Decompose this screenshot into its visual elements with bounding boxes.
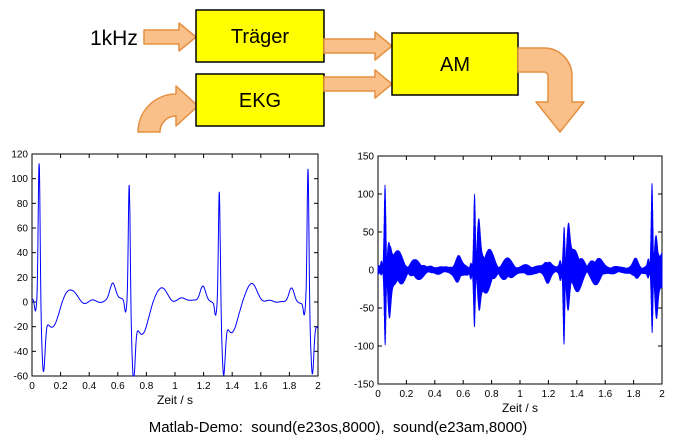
x-tick-label: 1.4 bbox=[570, 389, 584, 400]
y-tick-label: 150 bbox=[357, 152, 374, 163]
y-tick-label: 80 bbox=[17, 199, 29, 210]
arrow-ekg-to-am-icon bbox=[323, 69, 393, 99]
x-tick-label: 2 bbox=[315, 381, 321, 392]
am-chart: 0 0.2 0.4 0.6 0.8 1 1.2 1.4 1.6 1.8 2 -150 -100 -50 0 5… bbox=[354, 152, 665, 416]
plot-area bbox=[31, 153, 319, 377]
y-tick-label: 50 bbox=[363, 228, 375, 239]
x-tick-label: 0 bbox=[29, 381, 35, 392]
ekg-box bbox=[195, 73, 325, 127]
x-tick-label: 0.2 bbox=[54, 381, 68, 392]
x-tick-label: 0.2 bbox=[399, 389, 413, 400]
block-traeger: Träger bbox=[195, 9, 325, 63]
matlab-demo-caption: Matlab-Demo: sound(e23os,8000), sound(e2… bbox=[148, 419, 528, 436]
y-tick-label: 60 bbox=[17, 224, 29, 235]
signal-trace bbox=[31, 163, 319, 377]
y-tick-label: -40 bbox=[14, 347, 29, 358]
traeger-box-label: Träger bbox=[231, 26, 290, 48]
arrow-traeger-to-am-icon bbox=[323, 31, 393, 61]
x-tick-label: 1.2 bbox=[541, 389, 555, 400]
y-tick-label: 0 bbox=[368, 266, 374, 277]
am-box-label: AM bbox=[440, 54, 470, 76]
x-tick-label: 1.4 bbox=[225, 381, 239, 392]
y-tick-label: 0 bbox=[22, 298, 28, 309]
x-tick-label: 1.8 bbox=[282, 381, 296, 392]
arrow-input-to-ekg-icon bbox=[137, 85, 199, 133]
arrow-1khz-to-traeger-icon bbox=[143, 22, 197, 52]
ekg-chart: 0 0.2 0.4 0.6 0.8 1 1.2 1.4 1.6 1.8 2 -60 -40 -20 0 20 4… bbox=[11, 150, 321, 408]
y-tick-label: -50 bbox=[360, 304, 375, 315]
signal-flow-diagram: 1kHz Träger EKG AM bbox=[90, 9, 585, 133]
y-tick-label: 20 bbox=[17, 273, 29, 284]
traeger-box bbox=[195, 9, 325, 63]
x-tick-label: 1.6 bbox=[598, 389, 612, 400]
x-tick-label: 0.4 bbox=[82, 381, 96, 392]
arrow-am-output-icon bbox=[517, 47, 585, 133]
x-tick-label: 0.6 bbox=[111, 381, 125, 392]
carrier-frequency-label: 1kHz bbox=[90, 27, 138, 50]
block-am: AM bbox=[391, 32, 519, 96]
x-axis-label: Zeit / s bbox=[502, 401, 538, 415]
y-tick-label: -100 bbox=[354, 342, 374, 353]
x-tick-label: 2 bbox=[659, 389, 665, 400]
ekg-box-label: EKG bbox=[239, 90, 281, 112]
x-tick-label: 1.6 bbox=[254, 381, 268, 392]
x-tick-label: 1 bbox=[172, 381, 178, 392]
x-tick-label: 0.8 bbox=[485, 389, 499, 400]
x-tick-label: 1 bbox=[517, 389, 523, 400]
y-tick-label: 120 bbox=[11, 150, 28, 161]
y-tick-label: 100 bbox=[357, 190, 374, 201]
y-tick-label: 100 bbox=[11, 174, 28, 185]
x-tick-label: 0.4 bbox=[428, 389, 442, 400]
am-box bbox=[391, 32, 519, 96]
y-tick-label: -60 bbox=[14, 372, 29, 383]
y-tick-label: -150 bbox=[354, 380, 374, 391]
signal-trace bbox=[377, 183, 663, 346]
x-tick-label: 1.2 bbox=[197, 381, 211, 392]
x-axis-label: Zeit / s bbox=[157, 393, 193, 407]
x-tick-label: 1.8 bbox=[627, 389, 641, 400]
x-tick-label: 0.6 bbox=[456, 389, 470, 400]
y-tick-label: 40 bbox=[17, 248, 29, 259]
block-ekg: EKG bbox=[195, 73, 325, 127]
y-tick-label: -20 bbox=[14, 322, 29, 333]
x-tick-label: 0 bbox=[375, 389, 381, 400]
x-tick-label: 0.8 bbox=[139, 381, 153, 392]
